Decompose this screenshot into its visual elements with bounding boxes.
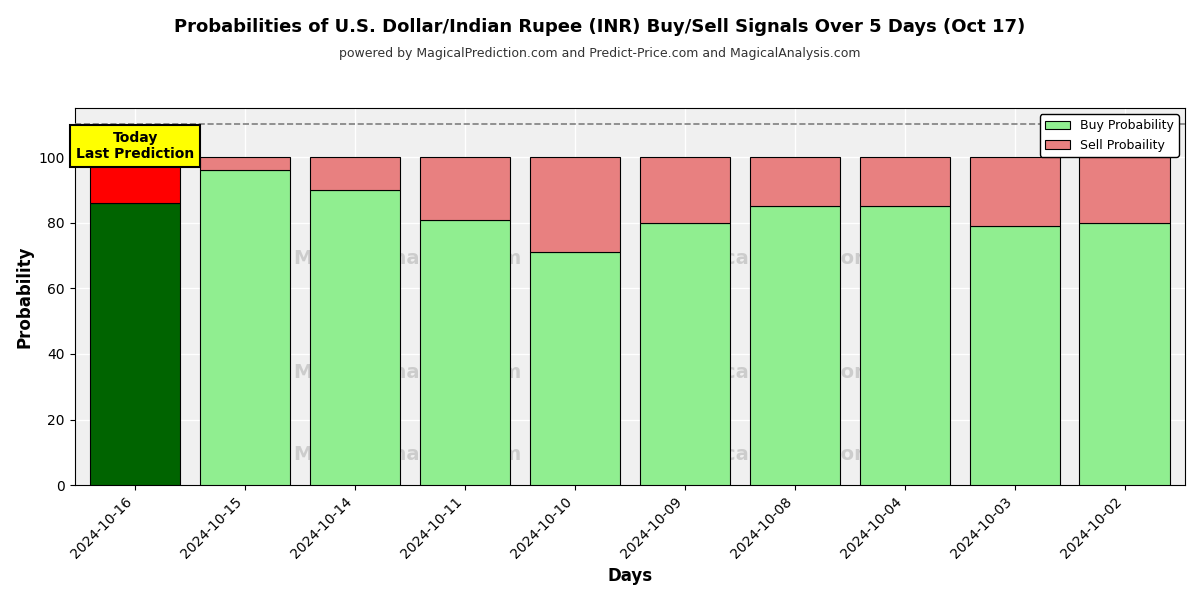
Bar [750,206,840,485]
Text: MagicalPrediction.com: MagicalPrediction.com [672,250,922,268]
Bar [200,170,290,485]
Text: powered by MagicalPrediction.com and Predict-Price.com and MagicalAnalysis.com: powered by MagicalPrediction.com and Pre… [340,47,860,60]
Text: Today
Last Prediction: Today Last Prediction [76,131,194,161]
Bar [640,157,730,223]
Bar [970,157,1060,226]
Bar [310,157,400,190]
Bar [420,157,510,220]
Bar [1080,157,1170,223]
Bar [200,157,290,170]
Bar [529,157,620,253]
Bar [640,223,730,485]
Bar [420,220,510,485]
Bar [970,226,1060,485]
Text: Probabilities of U.S. Dollar/Indian Rupee (INR) Buy/Sell Signals Over 5 Days (Oc: Probabilities of U.S. Dollar/Indian Rupe… [174,18,1026,36]
Text: MagicalAnalysis.com: MagicalAnalysis.com [294,445,522,464]
Bar [90,157,180,203]
Bar [310,190,400,485]
Bar [859,206,949,485]
Bar [859,157,949,206]
Text: MagicalAnalysis.com: MagicalAnalysis.com [294,362,522,382]
Text: MagicalPrediction.com: MagicalPrediction.com [672,362,922,382]
X-axis label: Days: Days [607,567,653,585]
Bar [1080,223,1170,485]
Text: MagicalAnalysis.com: MagicalAnalysis.com [294,250,522,268]
Bar [529,253,620,485]
Bar [90,203,180,485]
Bar [750,157,840,206]
Y-axis label: Probability: Probability [16,245,34,348]
Legend: Buy Probability, Sell Probaility: Buy Probability, Sell Probaility [1040,114,1178,157]
Text: MagicalPrediction.com: MagicalPrediction.com [672,445,922,464]
